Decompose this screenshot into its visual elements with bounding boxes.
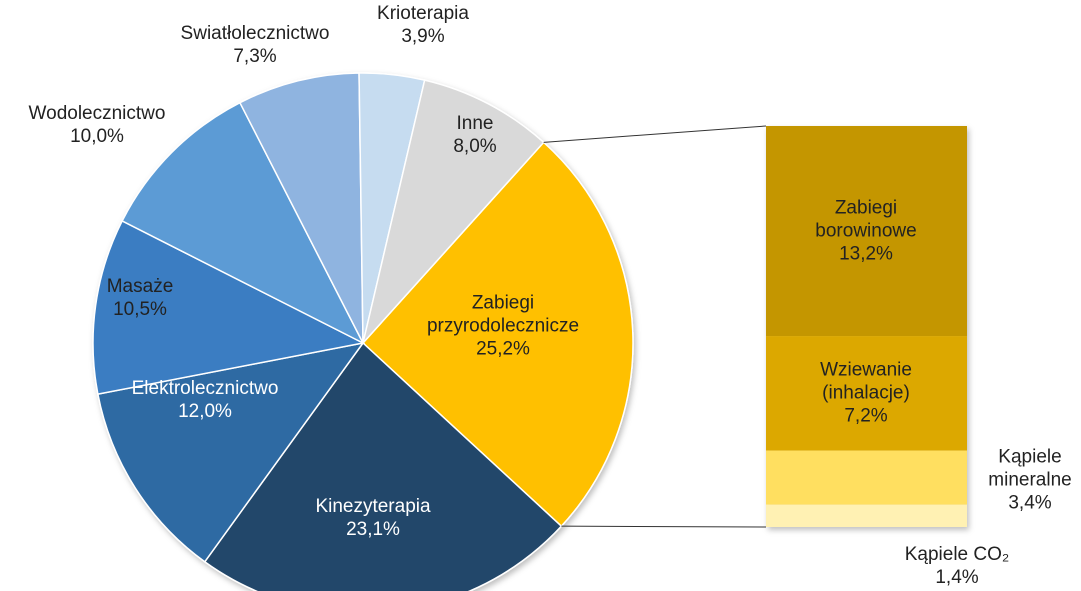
pie bbox=[92, 72, 634, 591]
bar-segment bbox=[766, 450, 967, 505]
data-label: Wziewanie (inhalacje) 7,2% bbox=[796, 359, 936, 428]
data-label: Elektrolecznictwo 12,0% bbox=[132, 377, 279, 423]
category-label: Inne bbox=[456, 113, 494, 134]
data-label: Kąpiele CO₂ 1,4% bbox=[877, 543, 1037, 589]
data-label: Zabiegi przyrodolecznicze 25,2% bbox=[408, 292, 598, 361]
value-label: 23,1% bbox=[346, 519, 400, 540]
category-label: Masaże bbox=[106, 276, 174, 297]
value-label: 3,9% bbox=[401, 26, 445, 47]
data-label: Inne 8,0% bbox=[453, 112, 496, 158]
value-label: 1,4% bbox=[935, 567, 979, 588]
pie-slice bbox=[121, 101, 365, 345]
value-label: 13,2% bbox=[839, 243, 893, 265]
pie-slice bbox=[362, 79, 545, 344]
category-label: Kąpiele CO₂ bbox=[904, 544, 1010, 565]
category-label: Zabiegi przyrodolecznicze bbox=[426, 292, 580, 337]
value-label: 10,0% bbox=[70, 126, 124, 147]
data-label: Zabiegi borowinowe 13,2% bbox=[796, 197, 936, 266]
pie-slice bbox=[361, 141, 634, 528]
pie-slice bbox=[238, 72, 364, 344]
value-label: 25,2% bbox=[476, 338, 530, 360]
category-label: Zabiegi borowinowe bbox=[815, 197, 917, 242]
data-label: Kinezyterapia 23,1% bbox=[315, 495, 430, 541]
data-label: Masaże 10,5% bbox=[107, 275, 174, 321]
value-label: 7,3% bbox=[233, 46, 277, 67]
data-label: Wodolecznictwo 10,0% bbox=[29, 102, 166, 148]
value-label: 7,2% bbox=[844, 405, 888, 427]
category-label: Wziewanie (inhalacje) bbox=[820, 359, 912, 404]
bar-segment bbox=[766, 504, 967, 527]
value-label: 12,0% bbox=[178, 401, 232, 422]
category-label: Kinezyterapia bbox=[315, 496, 431, 517]
category-label: Wodolecznictwo bbox=[28, 103, 166, 124]
value-label: 8,0% bbox=[453, 136, 497, 157]
category-label: Krioterapia bbox=[377, 3, 469, 24]
data-label: Kąpiele mineralne 3,4% bbox=[975, 446, 1081, 515]
bar-segment bbox=[766, 336, 967, 451]
category-label: Kąpiele mineralne bbox=[988, 446, 1072, 491]
data-label: Swiatłolecznictwo 7,3% bbox=[181, 22, 330, 68]
connector-line bbox=[543, 125, 767, 143]
pie-slice bbox=[92, 219, 366, 396]
breakdown-bar bbox=[766, 126, 967, 527]
data-label: Krioterapia 3,9% bbox=[377, 2, 469, 48]
value-label: 10,5% bbox=[113, 299, 167, 320]
connector-line bbox=[561, 525, 767, 528]
bar-segment bbox=[766, 126, 967, 337]
value-label: 3,4% bbox=[1008, 492, 1052, 514]
pie-slice bbox=[97, 341, 365, 563]
pie-slice bbox=[203, 341, 563, 591]
category-label: Swiatłolecznictwo bbox=[180, 23, 330, 44]
category-label: Elektrolecznictwo bbox=[131, 378, 279, 399]
